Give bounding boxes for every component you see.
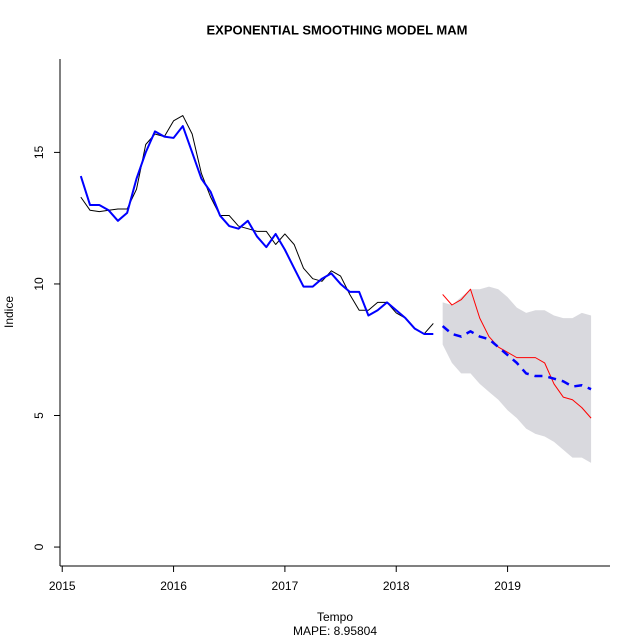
chart-title: EXPONENTIAL SMOOTHING MODEL MAM <box>207 22 468 37</box>
y-tick-label: 0 <box>32 543 46 550</box>
x-tick-label: 2016 <box>160 579 187 593</box>
x-tick-label: 2017 <box>272 579 299 593</box>
series-line <box>441 325 592 391</box>
x-axis-label: Tempo <box>317 610 353 624</box>
series-line <box>442 288 592 419</box>
y-tick-label: 10 <box>32 277 46 291</box>
x-tick-label: 2015 <box>49 579 76 593</box>
series-line <box>80 115 434 335</box>
x-tick-label: 2018 <box>383 579 410 593</box>
annotation: MAPE: 8.95804 <box>293 624 377 638</box>
confidence-band <box>442 286 592 463</box>
y-tick-label: 5 <box>32 412 46 419</box>
y-tick-label: 15 <box>32 145 46 159</box>
y-axis-label: Indice <box>2 296 16 328</box>
series-line <box>79 125 434 335</box>
x-tick-label: 2019 <box>494 579 521 593</box>
